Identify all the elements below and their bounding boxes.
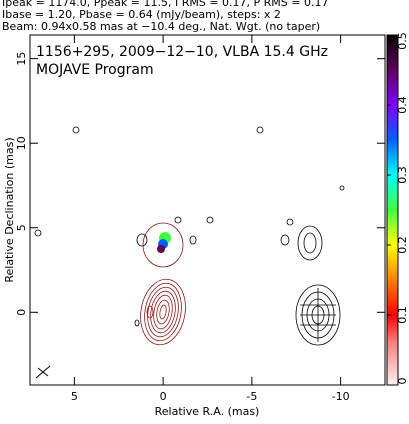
x-tick-label: 0 <box>160 390 167 403</box>
small-contours <box>34 126 345 327</box>
colorbar-tick-label: 0.4 <box>396 96 409 114</box>
polarization-contours <box>295 225 341 346</box>
y-axis-label: Relative Declination (mas) <box>3 137 16 282</box>
colorbar-tick-label: 0 <box>396 378 409 385</box>
y-tick-label: 5 <box>15 224 28 231</box>
plot-title: 1156+295, 2009−12−10, VLBA 15.4 GHz <box>36 44 328 60</box>
x-tick-label: 5 <box>71 390 78 403</box>
colorbar-tick-label: 0.3 <box>396 166 409 184</box>
plot-subtitle: MOJAVE Program <box>36 62 154 78</box>
beam <box>35 365 51 379</box>
colorbar-tick-label: 0.1 <box>396 306 409 324</box>
polarization-blob <box>157 232 171 253</box>
x-tick-label: -5 <box>246 390 257 403</box>
x-tick-label: -10 <box>332 390 350 403</box>
intensity-contours <box>140 222 186 346</box>
y-tick-label: 0 <box>15 309 28 316</box>
header-line: Ipeak = 1174.0, Ppeak = 11.5, I RMS = 0.… <box>2 0 329 9</box>
colorbar <box>386 34 399 386</box>
y-tick-label: 15 <box>15 52 28 66</box>
plot-frame <box>29 34 386 386</box>
colorbar-tick-label: 0.5 <box>396 32 409 50</box>
x-axis-label: Relative R.A. (mas) <box>155 405 260 418</box>
header-line: Ibase = 1.20, Pbase = 0.64 (mJy/beam), s… <box>2 8 281 21</box>
y-tick-label: 10 <box>15 136 28 150</box>
colorbar-tick-label: 0.2 <box>396 236 409 254</box>
header-line: Beam: 0.94x0.58 mas at −10.4 deg., Nat. … <box>2 20 320 33</box>
